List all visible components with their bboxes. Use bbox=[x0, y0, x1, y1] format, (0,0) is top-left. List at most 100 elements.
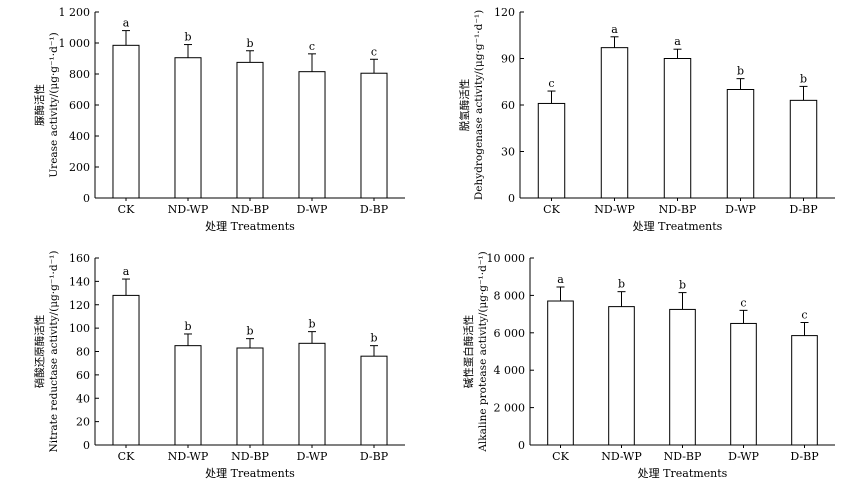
alkaline-protease-category-label: ND-BP bbox=[664, 450, 702, 463]
dehydrogenase-category-label: D-BP bbox=[789, 203, 818, 216]
dehydrogenase-chart-svg: 0 30 60 90 120 CK c ND-WP a ND-BP a D-WP b D-BP b 处理 Tr… bbox=[458, 6, 835, 233]
dehydrogenase-category-label: D-WP bbox=[725, 203, 756, 216]
urease-category-label: D-WP bbox=[297, 203, 328, 216]
alkaline-protease-significance-letter: b bbox=[679, 279, 686, 292]
urease-category-label: ND-WP bbox=[168, 203, 209, 216]
nitrate-reductase-bar-d-bp bbox=[360, 355, 388, 446]
nitrate-reductase-y-tick-label: 120 bbox=[69, 299, 90, 312]
dehydrogenase-significance-letter: b bbox=[800, 72, 807, 85]
nitrate-reductase-category-label: ND-WP bbox=[168, 450, 209, 463]
urease-category-label: CK bbox=[118, 203, 135, 216]
nitrate-reductase-y-tick-label: 80 bbox=[76, 346, 90, 359]
urease-bar-nd-wp bbox=[174, 57, 202, 199]
chart-nitrate-reductase: 0 20 40 60 80 100 120 140 160 CK a ND-WP b ND-BP b D-WP… bbox=[0, 245, 420, 490]
dehydrogenase-y-tick-label: 60 bbox=[501, 99, 515, 112]
nitrate-reductase-category-label: D-BP bbox=[360, 450, 389, 463]
urease-bar-d-bp bbox=[360, 72, 388, 199]
alkaline-protease-y-title-cn: 碱性蛋白酶活性 bbox=[462, 315, 475, 389]
nitrate-reductase-significance-letter: b bbox=[184, 320, 191, 333]
nitrate-reductase-category-label: CK bbox=[118, 450, 135, 463]
dehydrogenase-significance-letter: c bbox=[548, 77, 554, 90]
dehydrogenase-x-axis-title: 处理 Treatments bbox=[633, 220, 723, 233]
nitrate-reductase-significance-letter: b bbox=[308, 318, 315, 331]
nitrate-reductase-y-tick-label: 60 bbox=[76, 369, 90, 382]
urease-y-title-en: Urease activity/(μg·g⁻¹·d⁻¹) bbox=[48, 32, 60, 177]
dehydrogenase-category-label: ND-BP bbox=[659, 203, 697, 216]
chart-urease: 0 200 400 600 800 1 000 1 200 CK a ND-WP b ND-BP b D-… bbox=[0, 0, 420, 245]
nitrate-reductase-y-tick-label: 140 bbox=[69, 275, 90, 288]
nitrate-reductase-significance-letter: a bbox=[123, 265, 130, 278]
alkaline-protease-bar-nd-wp bbox=[608, 306, 635, 446]
urease-x-axis-title: 处理 Treatments bbox=[205, 220, 295, 233]
nitrate-reductase-bar-d-wp bbox=[298, 342, 326, 446]
alkaline-protease-y-tick-label: 0 bbox=[518, 439, 525, 452]
dehydrogenase-category-label: ND-WP bbox=[594, 203, 635, 216]
nitrate-reductase-y-tick-label: 40 bbox=[76, 392, 90, 405]
dehydrogenase-y-title-en: Dehydrogenase activity/(μg·g⁻¹·d⁻¹) bbox=[473, 10, 485, 200]
urease-significance-letter: c bbox=[371, 45, 377, 58]
nitrate-reductase-y-title-cn: 硝酸还原酶活性 bbox=[33, 315, 46, 389]
urease-y-tick-label: 1 000 bbox=[59, 37, 91, 50]
nitrate-reductase-y-tick-label: 0 bbox=[83, 439, 90, 452]
dehydrogenase-bar-d-bp bbox=[789, 99, 818, 199]
alkaline-protease-y-tick-label: 2 000 bbox=[494, 402, 526, 415]
alkaline-protease-significance-letter: c bbox=[801, 309, 807, 322]
nitrate-reductase-significance-letter: b bbox=[370, 332, 377, 345]
urease-y-tick-label: 400 bbox=[69, 130, 90, 143]
alkaline-protease-y-tick-label: 8 000 bbox=[494, 289, 526, 302]
dehydrogenase-y-tick-label: 90 bbox=[501, 53, 515, 66]
nitrate-reductase-y-tick-label: 160 bbox=[69, 252, 90, 265]
urease-y-tick-label: 200 bbox=[69, 161, 90, 174]
alkaline-protease-chart-svg: 0 2 000 4 000 6 000 8 000 10 000 CK a ND-WP b ND-B… bbox=[462, 251, 835, 480]
nitrate-reductase-chart-svg: 0 20 40 60 80 100 120 140 160 CK a ND-WP b ND-BP b D-WP… bbox=[33, 251, 405, 480]
chart-alkaline-protease: 0 2 000 4 000 6 000 8 000 10 000 CK a ND-WP b ND-B… bbox=[425, 245, 845, 490]
nitrate-reductase-category-label: D-WP bbox=[297, 450, 328, 463]
alkaline-protease-significance-letter: b bbox=[618, 278, 625, 291]
nitrate-reductase-bar-nd-bp bbox=[236, 347, 264, 446]
alkaline-protease-category-label: D-WP bbox=[728, 450, 759, 463]
dehydrogenase-significance-letter: a bbox=[611, 23, 618, 36]
alkaline-protease-y-tick-label: 4 000 bbox=[494, 364, 526, 377]
urease-category-label: D-BP bbox=[360, 203, 389, 216]
urease-chart-svg: 0 200 400 600 800 1 000 1 200 CK a ND-WP b ND-BP b D-… bbox=[33, 6, 405, 233]
nitrate-reductase-category-label: ND-BP bbox=[231, 450, 269, 463]
urease-significance-letter: a bbox=[123, 17, 130, 30]
dehydrogenase-bar-ck bbox=[537, 102, 566, 199]
alkaline-protease-bar-d-wp bbox=[730, 322, 757, 446]
urease-y-tick-label: 600 bbox=[69, 99, 90, 112]
alkaline-protease-x-axis-title: 处理 Treatments bbox=[638, 467, 728, 480]
chart-dehydrogenase: 0 30 60 90 120 CK c ND-WP a ND-BP a D-WP b D-BP b 处理 Tr… bbox=[425, 0, 845, 245]
alkaline-protease-y-title-en: Alkaline protease activity/(μg·g⁻¹·d⁻¹) bbox=[477, 251, 489, 452]
urease-bar-ck bbox=[112, 44, 140, 199]
nitrate-reductase-y-tick-label: 100 bbox=[69, 322, 90, 335]
urease-significance-letter: b bbox=[184, 31, 191, 44]
urease-y-tick-label: 800 bbox=[69, 68, 90, 81]
dehydrogenase-y-title-cn: 脱氢酶活性 bbox=[458, 79, 471, 132]
urease-significance-letter: c bbox=[309, 40, 315, 53]
urease-bar-d-wp bbox=[298, 71, 326, 199]
nitrate-reductase-y-title-en: Nitrate reductase activity/(μg·g⁻¹·d⁻¹) bbox=[48, 251, 60, 453]
nitrate-reductase-y-tick-label: 20 bbox=[76, 416, 90, 429]
dehydrogenase-y-tick-label: 0 bbox=[508, 192, 515, 205]
urease-significance-letter: b bbox=[246, 37, 253, 50]
urease-y-tick-label: 1 200 bbox=[59, 6, 91, 19]
nitrate-reductase-bar-ck bbox=[112, 294, 140, 446]
dehydrogenase-significance-letter: b bbox=[737, 65, 744, 78]
alkaline-protease-bar-ck bbox=[547, 300, 574, 446]
nitrate-reductase-bar-nd-wp bbox=[174, 345, 202, 446]
urease-y-title-cn: 脲酶活性 bbox=[33, 84, 46, 126]
alkaline-protease-bar-d-bp bbox=[791, 335, 818, 446]
dehydrogenase-bar-d-wp bbox=[726, 89, 755, 199]
alkaline-protease-category-label: D-BP bbox=[790, 450, 819, 463]
nitrate-reductase-x-axis-title: 处理 Treatments bbox=[205, 467, 295, 480]
dehydrogenase-bar-nd-bp bbox=[663, 58, 692, 199]
urease-bar-nd-bp bbox=[236, 61, 264, 199]
dehydrogenase-bar-nd-wp bbox=[600, 47, 629, 199]
alkaline-protease-y-tick-label: 10 000 bbox=[487, 252, 526, 265]
alkaline-protease-category-label: ND-WP bbox=[601, 450, 642, 463]
alkaline-protease-significance-letter: c bbox=[740, 296, 746, 309]
alkaline-protease-y-tick-label: 6 000 bbox=[494, 327, 526, 340]
alkaline-protease-significance-letter: a bbox=[557, 273, 564, 286]
alkaline-protease-category-label: CK bbox=[552, 450, 569, 463]
nitrate-reductase-significance-letter: b bbox=[246, 325, 253, 338]
